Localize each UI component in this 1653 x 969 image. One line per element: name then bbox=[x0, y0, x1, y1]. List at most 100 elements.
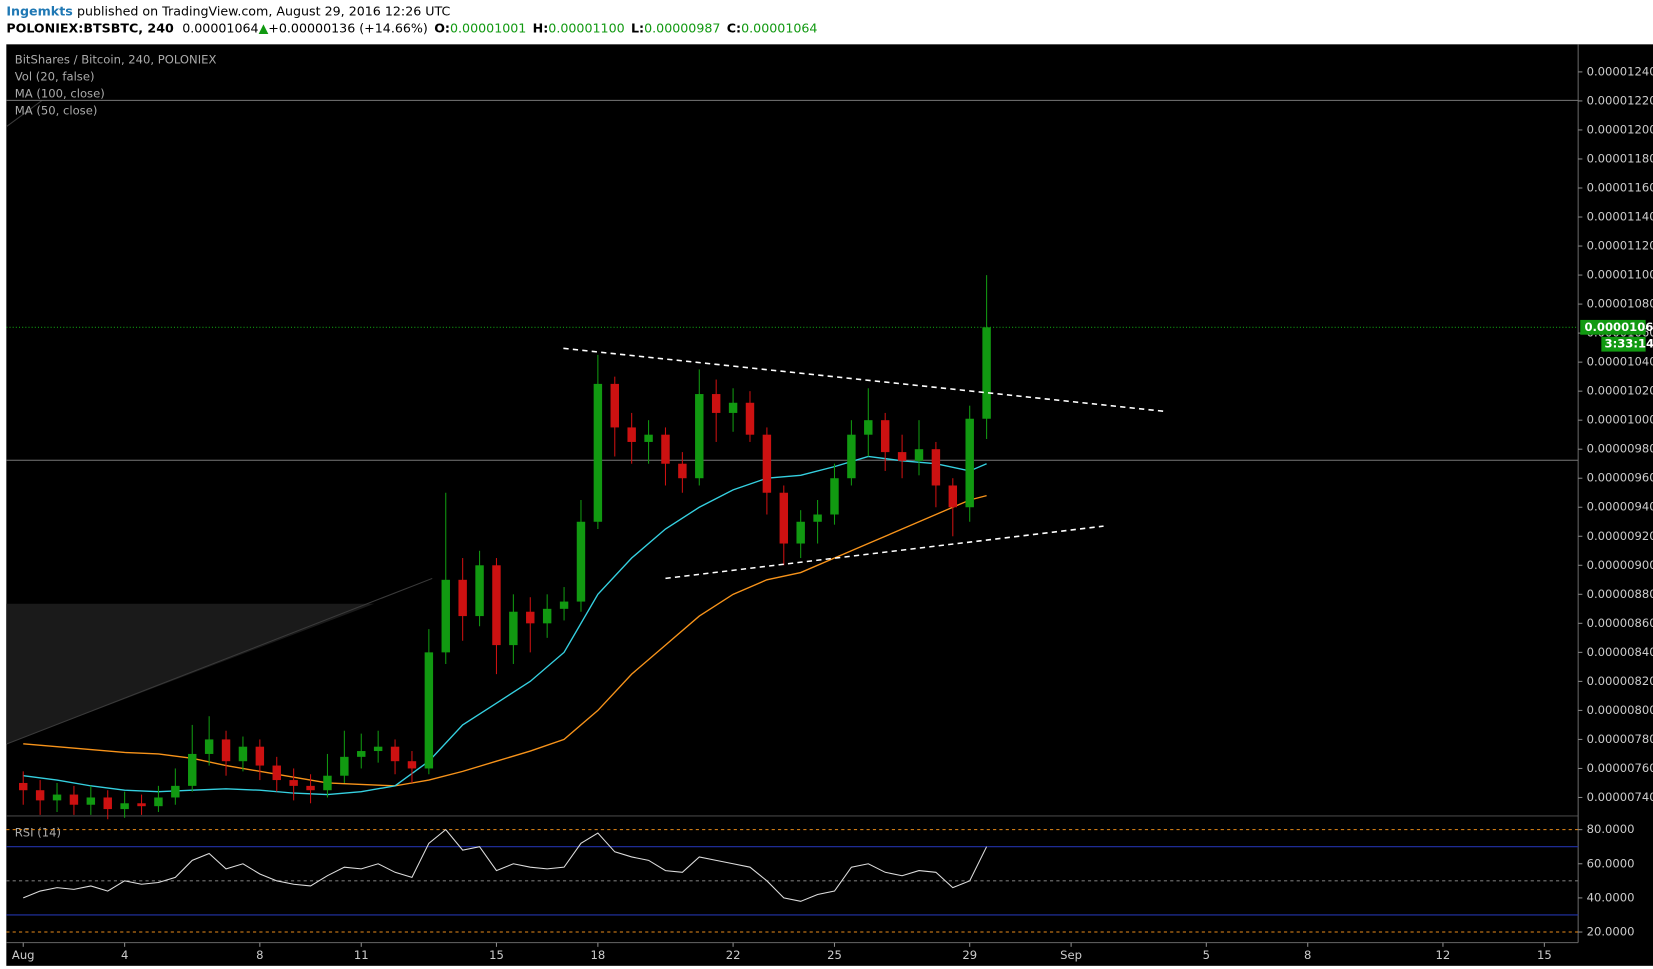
y-tick-label: 0.00000860 bbox=[1587, 616, 1653, 630]
x-tick-label: Sep bbox=[1060, 948, 1082, 962]
candle-body bbox=[897, 452, 907, 461]
candle-body bbox=[813, 514, 822, 522]
y-tick-label: 0.00000780 bbox=[1587, 732, 1653, 746]
y-tick-label: 0.00001020 bbox=[1587, 384, 1653, 398]
candle-body bbox=[103, 797, 112, 810]
l: 0.00000987 bbox=[644, 20, 720, 35]
y-tick-label: 0.00000760 bbox=[1587, 761, 1653, 775]
x-tick-label: 25 bbox=[827, 948, 842, 962]
moving-average bbox=[23, 494, 987, 787]
header-line: Ingemkts published on TradingView.com, Au… bbox=[6, 3, 450, 18]
candle-body bbox=[424, 652, 434, 769]
x-tick-label: 15 bbox=[1537, 948, 1552, 962]
candle-body bbox=[695, 394, 704, 479]
x-tick-label: 15 bbox=[489, 948, 504, 962]
x-tick-label: 29 bbox=[962, 948, 977, 962]
candle-body bbox=[390, 746, 400, 762]
candle-body bbox=[306, 785, 315, 791]
y-tick-label: 0.00000960 bbox=[1587, 471, 1653, 485]
y-tick-label: 0.00000840 bbox=[1587, 645, 1653, 659]
y-tick-label: 0.00000880 bbox=[1587, 587, 1653, 601]
candle-body bbox=[238, 746, 248, 762]
candle-body bbox=[728, 402, 738, 413]
c-label: C: bbox=[727, 20, 741, 35]
candle-body bbox=[711, 394, 721, 413]
candle-body bbox=[154, 797, 163, 807]
x-tick-label: 8 bbox=[256, 948, 263, 962]
y-tick-label: 0.00001000 bbox=[1587, 413, 1653, 427]
candle-body bbox=[340, 756, 349, 776]
candle-body bbox=[661, 434, 670, 464]
published: published on TradingView.com, August 29,… bbox=[77, 3, 451, 18]
c: 0.00001064 bbox=[741, 20, 817, 35]
candle-body bbox=[762, 434, 772, 493]
o-label: O: bbox=[434, 20, 450, 35]
candle-body bbox=[323, 775, 332, 791]
trend-line bbox=[665, 525, 1104, 580]
x-tick-label: 4 bbox=[121, 948, 128, 962]
author[interactable]: Ingemkts bbox=[6, 3, 72, 18]
candle-body bbox=[19, 782, 28, 791]
candle-body bbox=[69, 794, 79, 805]
candle-body bbox=[542, 608, 552, 624]
candle-body bbox=[830, 478, 839, 515]
candle-body bbox=[188, 753, 197, 786]
last-price-label: 0.00001064 bbox=[1584, 320, 1653, 334]
candle-body bbox=[779, 492, 789, 544]
candle-body bbox=[204, 739, 214, 754]
candle-body bbox=[221, 739, 231, 762]
candle-body bbox=[458, 579, 467, 617]
candle-body bbox=[745, 402, 755, 435]
y-tick-label: 0.00001140 bbox=[1587, 210, 1653, 224]
y-tick-label: 0.00001240 bbox=[1587, 64, 1653, 78]
candle-body bbox=[441, 579, 450, 653]
candle-body bbox=[847, 434, 856, 479]
y-tick-label: 0.00000900 bbox=[1587, 558, 1653, 572]
o: 0.00001001 bbox=[450, 20, 526, 35]
candle-body bbox=[475, 565, 484, 617]
y-tick-label: 0.00000740 bbox=[1587, 790, 1653, 804]
candle-body bbox=[948, 485, 958, 508]
candle-body bbox=[644, 434, 653, 442]
candle-body bbox=[120, 803, 129, 810]
candle-body bbox=[407, 761, 417, 769]
y-tick-label: 0.00001100 bbox=[1587, 268, 1653, 282]
y-tick-label: 0.00000940 bbox=[1587, 500, 1653, 514]
chart-area bbox=[6, 44, 1653, 966]
candle-body bbox=[255, 746, 265, 766]
y-tick-label: 0.00001200 bbox=[1587, 122, 1653, 136]
y-tick-label: 0.00000820 bbox=[1587, 674, 1653, 688]
h-label: H: bbox=[533, 20, 549, 35]
candle-body bbox=[678, 463, 687, 479]
y-tick-label: 0.00001220 bbox=[1587, 93, 1653, 107]
rsi-tick-label: 80.0000 bbox=[1587, 822, 1635, 836]
moving-average bbox=[23, 455, 987, 796]
symbol: POLONIEX:BTSBTC, 240 bbox=[6, 20, 174, 35]
candle-body bbox=[593, 383, 603, 522]
candle-body bbox=[509, 611, 518, 646]
rsi-line bbox=[23, 828, 988, 902]
y-tick-label: 0.00001160 bbox=[1587, 180, 1653, 194]
rsi-title: RSI (14) bbox=[15, 825, 61, 839]
candle-body bbox=[576, 521, 586, 602]
h: 0.00001100 bbox=[548, 20, 624, 35]
y-tick-label: 0.00000920 bbox=[1587, 529, 1653, 543]
indicator-label: Vol (20, false) bbox=[15, 70, 95, 84]
chart-title: BitShares / Bitcoin, 240, POLONIEX bbox=[15, 53, 217, 67]
l-label: L: bbox=[631, 20, 644, 35]
y-tick-label: 0.00000800 bbox=[1587, 703, 1653, 717]
candle-body bbox=[171, 785, 180, 798]
arrow: ▲ bbox=[259, 20, 269, 35]
candle-body bbox=[931, 449, 941, 486]
x-tick-label: 5 bbox=[1203, 948, 1210, 962]
candle-body bbox=[86, 797, 96, 805]
candle-body bbox=[373, 746, 383, 752]
rsi-tick-label: 20.0000 bbox=[1587, 925, 1635, 939]
y-tick-label: 0.00000980 bbox=[1587, 442, 1653, 456]
pattern-shade bbox=[6, 603, 375, 745]
y-tick-label: 0.00001120 bbox=[1587, 239, 1653, 253]
change: +0.00000136 (+14.66%) bbox=[268, 20, 428, 35]
x-tick-label: Aug bbox=[12, 948, 35, 962]
